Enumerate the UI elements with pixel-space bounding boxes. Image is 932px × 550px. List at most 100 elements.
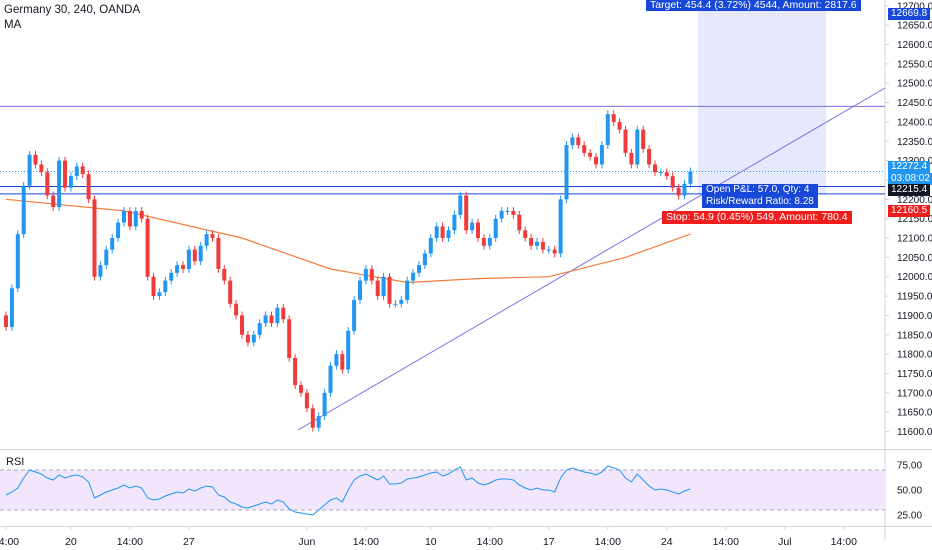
target-label[interactable]: Target: 454.4 (3.72%) 4544, Amount: 2817… [646,0,861,11]
time-tick-label: 17 [543,536,555,548]
candle [440,222,445,242]
candle-body [535,241,539,246]
price-tick-label: 12350.0 [897,137,932,148]
candle [281,303,286,324]
candle-body [127,210,132,227]
price-tick-label: 11600.0 [897,427,932,438]
time-tick-label: 24 [661,536,673,548]
target-zone [297,0,886,431]
candle-body [80,166,85,175]
price-tick-label: 11700.0 [897,388,932,399]
candle [263,311,268,328]
candle [222,265,227,285]
candle [240,311,244,339]
price-axis[interactable]: 12700.0 12650.0 12600.0 12550.0 12500.0 12450… [885,1,932,522]
candle-body [464,195,469,231]
candle [511,207,516,219]
candle [287,315,292,362]
candle [316,412,321,432]
candle-body [458,195,463,215]
candle-body [33,154,38,165]
candle [98,261,103,281]
candle [210,230,215,242]
candle-body [334,354,339,366]
candle-body [499,210,504,219]
candle-body [582,145,587,153]
candle [145,214,150,281]
candle-body [623,129,628,153]
candle-body [676,187,681,196]
rsi-band [0,470,885,510]
candle-body [210,234,215,239]
candle-body [688,171,693,184]
symbol-title[interactable]: Germany 30, 240, OANDA [4,4,141,16]
indicator-label[interactable]: MA [4,19,22,31]
rsi-panel [0,465,885,516]
candle-body [540,241,545,250]
candle-body [204,234,209,246]
candle [434,222,439,242]
candle-body [452,214,457,231]
time-tick-label: 27 [183,536,195,548]
candle [27,150,32,190]
price-tick-label: 12000.0 [897,272,932,283]
candle [582,141,587,157]
candle [363,265,368,285]
candle [228,276,233,308]
candle [570,133,575,149]
candle [641,125,646,153]
candle [505,207,510,215]
candle [116,218,121,242]
candle [688,167,693,188]
candle-body [399,299,404,304]
candle-body [192,249,197,262]
candle [157,288,162,300]
time-tick-label: 14:00 [595,536,621,548]
candle-body [98,265,103,277]
candle-body [487,238,492,246]
candle [299,381,303,397]
price-tag-entry: 12215.4 [888,184,931,196]
rsi-label[interactable]: RSI [6,456,25,468]
candle-body [476,222,480,239]
candle [682,179,687,200]
candle [257,319,262,339]
candle [334,350,339,370]
candle-body [122,210,126,223]
time-tick-label: Jul [778,536,791,548]
candle [470,218,475,235]
time-tick-label: 14:00 [831,536,857,548]
candle [588,149,593,161]
open-pnl-label[interactable]: Open P&L: 57.0, Qty: 4 Risk/Reward Ratio… [702,184,818,208]
candle-body [381,276,386,297]
candle-body [605,114,610,146]
candle [411,268,416,285]
candle [594,152,598,169]
candle-body [682,183,687,196]
candle-body [310,408,315,428]
price-tick-label: 11650.0 [897,408,932,419]
stop-label[interactable]: Stop: 54.9 (0.45%) 549, Amount: 780.4 [662,211,852,224]
price-tick-label: 12500.0 [897,79,932,90]
price-tick-label: 12050.0 [897,253,932,264]
candle-body [405,280,410,300]
candle-body [287,319,292,358]
candle-body [116,222,121,239]
candle-body [511,210,516,215]
time-tick-label: Jun [298,536,315,548]
price-tick-label: 12650.0 [897,21,932,32]
candle [328,361,333,397]
candle [481,234,486,250]
candle-body [293,357,298,386]
candle [322,388,327,420]
candle [464,191,469,235]
candle [428,234,433,258]
candle-body [564,145,569,200]
price-tag-stop: 12160.5 [888,205,931,217]
candle [499,207,504,223]
time-axis[interactable]: 14:00 20 14:00 27 Jun 14:00 10 14:00 17 14:00 24 14… [0,526,857,548]
candle [617,118,622,134]
price-tick-label: 12400.0 [897,117,932,128]
candle-body [15,234,20,289]
